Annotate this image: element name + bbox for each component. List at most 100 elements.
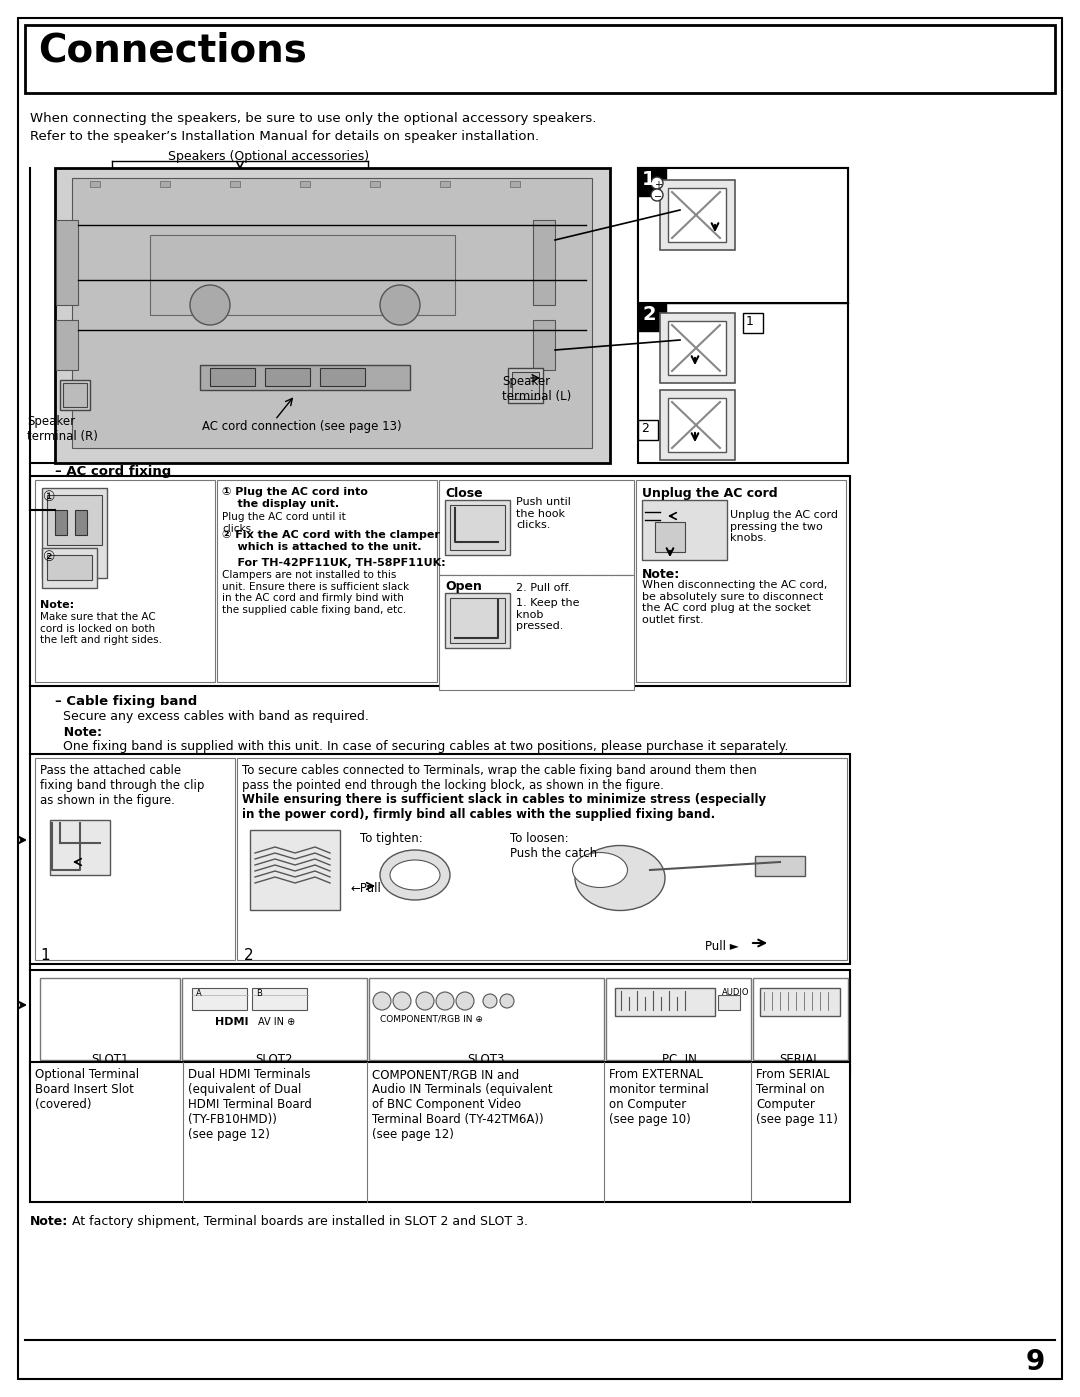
Bar — [660, 180, 735, 250]
Bar — [660, 390, 735, 460]
Text: SERIAL: SERIAL — [780, 1053, 821, 1066]
Text: 1: 1 — [642, 170, 656, 189]
Bar — [669, 398, 726, 453]
Bar — [56, 219, 78, 305]
Bar — [669, 321, 726, 374]
Bar — [90, 182, 100, 187]
Bar — [445, 500, 510, 555]
Text: B: B — [256, 989, 261, 997]
Bar — [25, 25, 1055, 94]
Text: 1. Keep the
knob
pressed.: 1. Keep the knob pressed. — [516, 598, 580, 631]
Text: 2: 2 — [642, 422, 649, 434]
Bar — [30, 970, 850, 1076]
Bar — [369, 978, 604, 1060]
Text: Unplug the AC cord: Unplug the AC cord — [642, 488, 778, 500]
Bar — [638, 168, 848, 462]
Bar — [370, 182, 380, 187]
Bar — [252, 988, 307, 1010]
Bar — [669, 189, 726, 242]
Bar — [638, 168, 848, 303]
Circle shape — [651, 189, 663, 201]
Text: Connections: Connections — [38, 32, 307, 70]
Bar — [40, 978, 180, 1060]
Circle shape — [651, 177, 663, 189]
Text: For TH-42PF11UK, TH-58PF11UK:: For TH-42PF11UK, TH-58PF11UK: — [222, 557, 446, 569]
Bar — [56, 320, 78, 370]
Bar — [48, 555, 92, 580]
Bar — [320, 367, 365, 386]
Text: 2. Pull off.: 2. Pull off. — [516, 583, 571, 592]
Text: Open: Open — [445, 580, 482, 592]
Bar — [30, 476, 850, 686]
Circle shape — [373, 992, 391, 1010]
Text: At factory shipment, Terminal boards are installed in SLOT 2 and SLOT 3.: At factory shipment, Terminal boards are… — [68, 1215, 528, 1228]
Bar — [510, 182, 519, 187]
Text: AC cord connection (see page 13): AC cord connection (see page 13) — [202, 420, 402, 433]
Text: ① Plug the AC cord into
    the display unit.: ① Plug the AC cord into the display unit… — [222, 488, 368, 509]
Bar — [63, 383, 87, 407]
Bar — [534, 320, 555, 370]
Bar — [30, 1062, 850, 1201]
Bar — [237, 759, 847, 960]
Bar — [75, 510, 87, 535]
Circle shape — [380, 285, 420, 326]
Text: AUDIO: AUDIO — [723, 988, 750, 997]
Bar — [217, 481, 437, 682]
Text: Note:: Note: — [642, 569, 680, 581]
Bar — [72, 177, 592, 448]
Text: SLOT1: SLOT1 — [91, 1053, 129, 1066]
Bar — [450, 504, 505, 550]
Bar — [42, 548, 97, 588]
Circle shape — [456, 992, 474, 1010]
Bar — [192, 988, 247, 1010]
Bar — [445, 592, 510, 648]
Text: HDMI: HDMI — [215, 1017, 248, 1027]
Bar — [606, 978, 751, 1060]
Bar — [230, 182, 240, 187]
Text: Pass the attached cable
fixing band through the clip
as shown in the figure.: Pass the attached cable fixing band thro… — [40, 764, 204, 807]
Bar — [35, 481, 215, 682]
Bar — [508, 367, 543, 402]
Bar — [755, 856, 805, 876]
Text: +: + — [654, 180, 662, 190]
Text: To tighten:: To tighten: — [360, 833, 422, 845]
Text: From SERIAL
Terminal on
Computer
(see page 11): From SERIAL Terminal on Computer (see pa… — [756, 1067, 838, 1126]
Text: A: A — [195, 989, 202, 997]
Bar — [615, 988, 715, 1016]
Text: Optional Terminal
Board Insert Slot
(covered): Optional Terminal Board Insert Slot (cov… — [35, 1067, 139, 1111]
Text: COMPONENT/RGB IN and
Audio IN Terminals (equivalent
of BNC Component Video
Termi: COMPONENT/RGB IN and Audio IN Terminals … — [372, 1067, 553, 1141]
Bar — [210, 367, 255, 386]
Text: COMPONENT/RGB IN ⊕: COMPONENT/RGB IN ⊕ — [380, 1016, 483, 1024]
Ellipse shape — [575, 845, 665, 911]
Circle shape — [416, 992, 434, 1010]
Bar — [636, 481, 846, 682]
Bar — [50, 820, 110, 875]
Text: 2: 2 — [642, 305, 656, 324]
Bar — [438, 576, 634, 690]
Bar — [760, 988, 840, 1016]
Bar — [638, 303, 666, 331]
Bar — [534, 219, 555, 305]
Text: 1: 1 — [40, 949, 50, 963]
Text: ①: ① — [43, 490, 55, 504]
Bar — [48, 495, 102, 545]
Text: – Cable fixing band: – Cable fixing band — [55, 694, 198, 708]
Text: PC  IN: PC IN — [662, 1053, 697, 1066]
Text: Unplug the AC cord
pressing the two
knobs.: Unplug the AC cord pressing the two knob… — [730, 510, 838, 543]
Text: To loosen:
Push the catch: To loosen: Push the catch — [510, 833, 597, 861]
Circle shape — [500, 995, 514, 1009]
Bar — [60, 380, 90, 409]
Bar — [55, 168, 610, 462]
Bar — [55, 510, 67, 535]
Text: Dual HDMI Terminals
(equivalent of Dual
HDMI Terminal Board
(TY-FB10HMD))
(see p: Dual HDMI Terminals (equivalent of Dual … — [188, 1067, 312, 1141]
Bar — [300, 182, 310, 187]
Text: Note:: Note: — [30, 1215, 68, 1228]
Text: −: − — [654, 191, 662, 203]
Bar — [249, 830, 340, 909]
Circle shape — [190, 285, 230, 326]
Text: Close: Close — [445, 488, 483, 500]
Circle shape — [436, 992, 454, 1010]
Text: One fixing band is supplied with this unit. In case of securing cables at two po: One fixing band is supplied with this un… — [55, 740, 788, 753]
Text: To secure cables connected to Terminals, wrap the cable fixing band around them : To secure cables connected to Terminals,… — [242, 764, 757, 792]
Bar — [743, 313, 762, 332]
